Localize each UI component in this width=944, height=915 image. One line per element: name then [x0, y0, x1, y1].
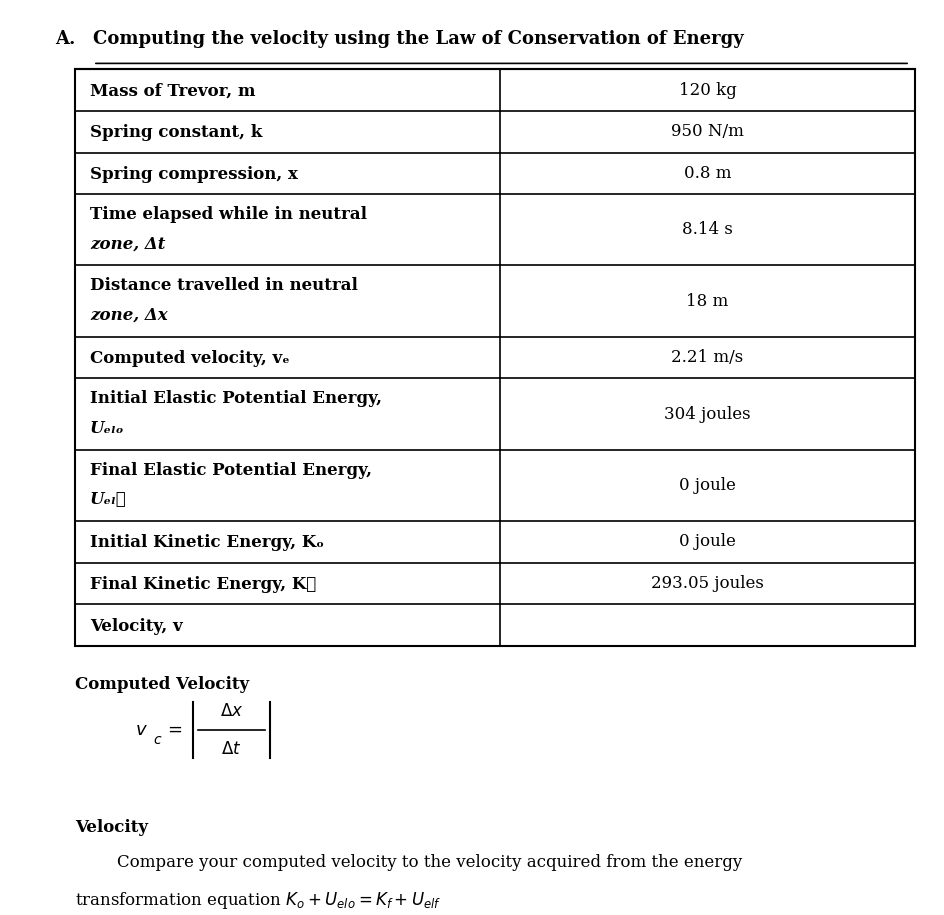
Text: Distance travelled in neutral: Distance travelled in neutral	[90, 277, 358, 295]
FancyBboxPatch shape	[75, 70, 914, 646]
Text: 8.14 s: 8.14 s	[682, 221, 733, 238]
Text: Velocity, v: Velocity, v	[90, 618, 182, 634]
Text: Mass of Trevor, m: Mass of Trevor, m	[90, 82, 255, 100]
Text: Spring constant, k: Spring constant, k	[90, 124, 262, 141]
Text: Spring compression, x: Spring compression, x	[90, 166, 297, 183]
Text: Computed Velocity: Computed Velocity	[75, 675, 249, 693]
Text: 950 N/m: 950 N/m	[670, 124, 743, 140]
Text: $\Delta x$: $\Delta x$	[220, 702, 243, 720]
Text: Time elapsed while in neutral: Time elapsed while in neutral	[90, 206, 366, 223]
Text: 120 kg: 120 kg	[678, 81, 735, 99]
Text: A.: A.	[55, 29, 76, 48]
Text: Uₑₗ⁦: Uₑₗ⁦	[90, 491, 126, 509]
Text: Initial Elastic Potential Energy,: Initial Elastic Potential Energy,	[90, 391, 381, 407]
Text: zone, Δt: zone, Δt	[90, 236, 165, 253]
Text: 0 joule: 0 joule	[679, 477, 735, 494]
Text: $v$: $v$	[135, 721, 147, 739]
Text: 0.8 m: 0.8 m	[683, 165, 731, 182]
Text: Computed velocity, vₑ: Computed velocity, vₑ	[90, 350, 290, 367]
Text: Uₑₗₒ: Uₑₗₒ	[90, 420, 125, 437]
Text: Final Elastic Potential Energy,: Final Elastic Potential Energy,	[90, 461, 372, 479]
Text: Velocity: Velocity	[75, 819, 148, 836]
Text: Initial Kinetic Energy, Kₒ: Initial Kinetic Energy, Kₒ	[90, 534, 324, 552]
Text: 2.21 m/s: 2.21 m/s	[670, 350, 743, 366]
Text: $\Delta t$: $\Delta t$	[221, 740, 242, 758]
Text: 293.05 joules: 293.05 joules	[650, 575, 763, 592]
Text: Compare your computed velocity to the velocity acquired from the energy: Compare your computed velocity to the ve…	[75, 854, 741, 871]
Text: 304 joules: 304 joules	[664, 405, 750, 423]
Text: c: c	[153, 733, 160, 747]
Text: transformation equation $K_o + U_{elo} = K_f + U_{elf}$: transformation equation $K_o + U_{elo} =…	[75, 890, 441, 911]
Text: 0 joule: 0 joule	[679, 533, 735, 550]
Text: =: =	[167, 721, 182, 739]
Text: Computing the velocity using the Law of Conservation of Energy: Computing the velocity using the Law of …	[93, 29, 743, 48]
Text: zone, Δx: zone, Δx	[90, 307, 167, 324]
Text: 18 m: 18 m	[685, 293, 728, 309]
Text: Final Kinetic Energy, K⁦: Final Kinetic Energy, K⁦	[90, 576, 316, 593]
